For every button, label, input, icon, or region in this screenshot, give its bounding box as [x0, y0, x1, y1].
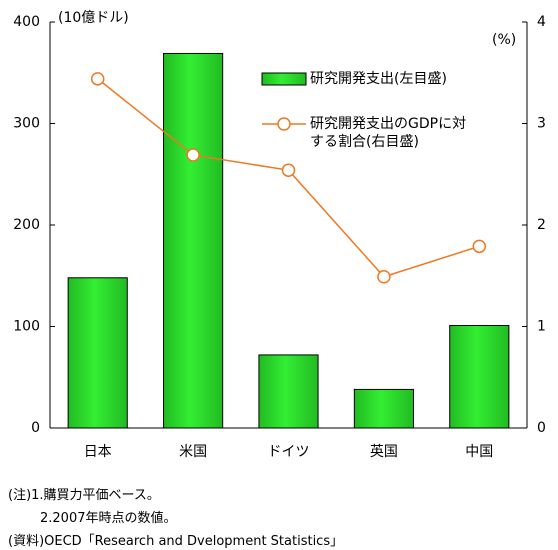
legend-bar-label: 研究開発支出(左目盛) [310, 71, 447, 87]
line-point [377, 270, 391, 284]
y-tick-label: 100 [13, 319, 40, 335]
legend-bar-swatch [261, 72, 307, 86]
y-unit: (10億ドル) [58, 10, 129, 26]
y2-tick-label: 1 [537, 319, 546, 335]
legend-line-label: 研究開発支出のGDPに対する割合(右目盛) [310, 116, 467, 150]
y-tick-label: 0 [31, 420, 40, 436]
y-tick-label: 300 [13, 116, 40, 132]
bar [353, 388, 414, 429]
x-tick-label: 英国 [370, 443, 398, 460]
y2-tick-label: 3 [537, 116, 546, 132]
line-point [186, 148, 200, 162]
x-tick-label: ドイツ [268, 444, 310, 460]
x-tick-label: 米国 [179, 444, 207, 460]
bar [67, 277, 128, 429]
y2-tick-label: 2 [537, 217, 546, 233]
note: 2.2007年時点の数値。 [40, 511, 177, 526]
note: (資料)OECD「Research and Dvelopment Statist… [8, 534, 344, 549]
line-point [281, 163, 296, 177]
x-tick-label: 中国 [465, 444, 493, 460]
line [97, 78, 480, 278]
y-tick-label: 200 [13, 217, 40, 233]
y2-tick-label: 0 [537, 420, 546, 436]
bar [163, 52, 224, 429]
bar [449, 324, 510, 429]
bar [258, 354, 319, 429]
legend-line-marker [277, 117, 291, 131]
line-point [90, 72, 105, 86]
note: (注)1.購買力平価ベース。 [8, 488, 160, 503]
y2-unit: (%) [492, 32, 516, 48]
x-tick-label: 日本 [84, 444, 112, 460]
y-tick-label: 400 [13, 14, 40, 30]
y2-tick-label: 4 [537, 14, 546, 30]
line-point [472, 239, 487, 254]
